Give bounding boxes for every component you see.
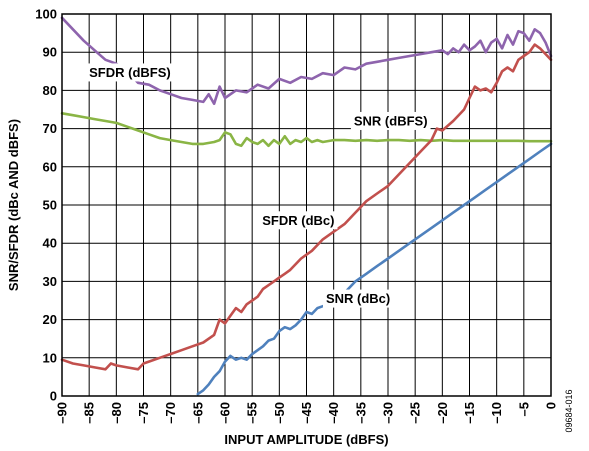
x-tick-label: –75 [136, 402, 151, 424]
x-tick-label: –15 [462, 402, 477, 424]
y-tick-label: 80 [43, 83, 57, 98]
series-line-snr-dbfs [60, 112, 553, 148]
series-line-sfdr-dbfs [60, 16, 553, 106]
x-tick-label: –30 [381, 402, 396, 424]
x-tick-label: –40 [326, 402, 341, 424]
y-tick-label: 50 [43, 198, 57, 213]
series-label-bg [86, 63, 174, 82]
x-tick-label: –50 [272, 402, 287, 424]
series-line-snr-dbc [196, 142, 553, 396]
x-tick-label: –85 [82, 402, 97, 424]
series-layer [60, 16, 553, 396]
y-tick-label: 70 [43, 121, 57, 136]
series-label-snr-dbc: SNR (dBc) [326, 291, 390, 306]
grid-lines [62, 14, 551, 396]
y-tick-label: 0 [50, 389, 57, 404]
x-tick-label: –65 [190, 402, 205, 424]
y-tick-label: 60 [43, 159, 57, 174]
y-tick-label: 10 [43, 350, 57, 365]
y-tick-labels: 0 10 20 30 40 50 60 70 80 90 100 [35, 7, 57, 404]
x-tick-label: –55 [245, 402, 260, 424]
x-tick-label: –10 [489, 402, 504, 424]
y-tick-label: 100 [35, 7, 57, 22]
series-label-sfdr-dbfs: SFDR (dBFS) [89, 65, 171, 80]
figure-id: 09684-016 [564, 389, 574, 432]
x-tick-label: –25 [408, 402, 423, 424]
series-label-bg [322, 289, 394, 308]
x-tick-label: –20 [435, 402, 450, 424]
x-axis-title: INPUT AMPLITUDE (dBFS) [224, 432, 388, 447]
x-tick-label: –5 [516, 402, 531, 416]
y-tick-label: 90 [43, 45, 57, 60]
x-tick-label: –35 [353, 402, 368, 424]
series-label-sfdr-dbc: SFDR (dBc) [262, 213, 334, 228]
x-tick-label: –45 [299, 402, 314, 424]
x-tick-labels: –90 –85 –80 –75 –70 –65 –60 –55 –50 –45 –40 –35 –30–… [55, 402, 559, 424]
y-tick-label: 20 [43, 312, 57, 327]
series-labels: SFDR (dBFS) SNR (dBFS) SFDR (dBc) SNR (dBc) [86, 63, 431, 308]
y-tick-label: 40 [43, 236, 57, 251]
series-label-bg [259, 211, 338, 230]
series-line-sfdr-dbc [60, 43, 553, 371]
y-tick-label: 30 [43, 274, 57, 289]
x-tick-label: –70 [163, 402, 178, 424]
series-label-bg [350, 111, 431, 130]
x-tick-label: 0 [544, 402, 559, 409]
series-label-snr-dbfs: SNR (dBFS) [354, 113, 428, 128]
x-tick-label: –90 [55, 402, 70, 424]
y-axis-title: SNR/SFDR (dBc AND dBFS) [6, 119, 21, 291]
x-tick-label: –80 [109, 402, 124, 424]
x-tick-label: –60 [218, 402, 233, 424]
plot-frame [61, 13, 552, 397]
